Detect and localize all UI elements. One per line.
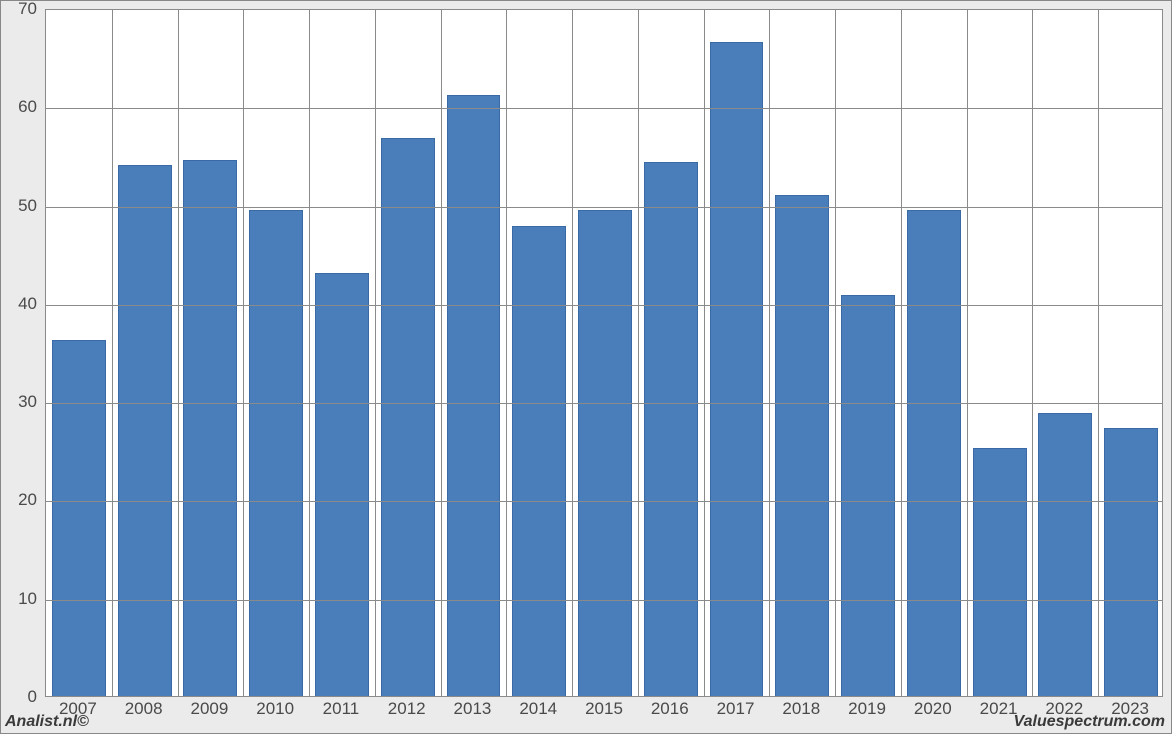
x-tick-label: 2012 <box>388 699 426 719</box>
x-axis-labels: 2007200820092010201120122013201420152016… <box>45 699 1163 723</box>
bar <box>1038 413 1092 696</box>
bar <box>644 162 698 696</box>
x-tick-label: 2015 <box>585 699 623 719</box>
grid-line-v <box>243 10 244 696</box>
bar <box>512 226 566 696</box>
x-tick-label: 2011 <box>323 699 360 719</box>
bar <box>775 195 829 696</box>
y-tick-label: 10 <box>18 589 37 609</box>
grid-line-v <box>901 10 902 696</box>
bar <box>578 210 632 697</box>
grid-line-v <box>178 10 179 696</box>
x-tick-label: 2017 <box>717 699 755 719</box>
chart-frame: 010203040506070 200720082009201020112012… <box>0 0 1172 734</box>
grid-line-h <box>46 108 1162 109</box>
grid-line-v <box>112 10 113 696</box>
bars-container <box>46 10 1162 696</box>
footer-right: Valuespectrum.com <box>1014 713 1165 731</box>
grid-line-h <box>46 600 1162 601</box>
grid-line-h <box>46 501 1162 502</box>
grid-line-v <box>375 10 376 696</box>
y-tick-label: 0 <box>28 687 37 707</box>
plot-area <box>45 9 1163 697</box>
x-tick-label: 2008 <box>125 699 163 719</box>
x-tick-label: 2010 <box>256 699 294 719</box>
y-tick-label: 40 <box>18 294 37 314</box>
bar <box>52 340 106 696</box>
x-tick-label: 2021 <box>980 699 1018 719</box>
grid-line-v <box>1032 10 1033 696</box>
bar <box>381 138 435 696</box>
bar <box>907 210 961 697</box>
grid-line-v <box>704 10 705 696</box>
footer-left: Analist.nl© <box>5 713 89 731</box>
grid-line-v <box>1098 10 1099 696</box>
y-tick-label: 30 <box>18 392 37 412</box>
grid-line-v <box>309 10 310 696</box>
grid-line-v <box>506 10 507 696</box>
grid-line-v <box>572 10 573 696</box>
grid-line-v <box>967 10 968 696</box>
x-tick-label: 2013 <box>454 699 492 719</box>
bar <box>315 273 369 696</box>
bar <box>973 448 1027 696</box>
x-tick-label: 2016 <box>651 699 689 719</box>
grid-line-h <box>46 305 1162 306</box>
bar <box>447 95 501 697</box>
grid-line-v <box>441 10 442 696</box>
grid-line-v <box>835 10 836 696</box>
y-tick-label: 50 <box>18 196 37 216</box>
y-tick-label: 70 <box>18 0 37 19</box>
bar <box>841 295 895 696</box>
x-tick-label: 2009 <box>190 699 228 719</box>
grid-line-v <box>769 10 770 696</box>
grid-line-v <box>638 10 639 696</box>
x-tick-label: 2019 <box>848 699 886 719</box>
bar <box>249 210 303 697</box>
bar <box>710 42 764 696</box>
grid-line-h <box>46 403 1162 404</box>
grid-line-h <box>46 207 1162 208</box>
x-tick-label: 2018 <box>782 699 820 719</box>
bar <box>183 160 237 696</box>
y-tick-label: 60 <box>18 97 37 117</box>
bar <box>1104 428 1158 696</box>
bar <box>118 165 172 696</box>
x-tick-label: 2020 <box>914 699 952 719</box>
x-tick-label: 2014 <box>519 699 557 719</box>
y-tick-label: 20 <box>18 490 37 510</box>
y-axis-labels: 010203040506070 <box>1 9 41 697</box>
